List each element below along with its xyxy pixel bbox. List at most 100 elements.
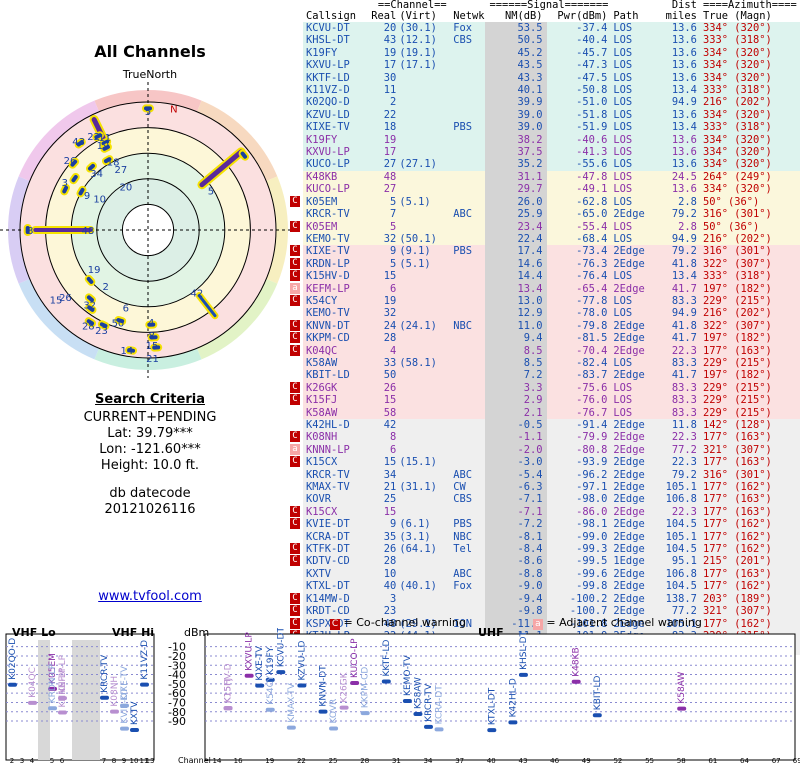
power-cell-value: -99.3 xyxy=(576,543,608,556)
signal-bar-label: K04QC xyxy=(28,667,38,698)
real-channel-cell: 34 xyxy=(371,469,397,481)
path-cell-value: 2Edge xyxy=(613,369,645,382)
noise-margin-cell: 12.9 xyxy=(484,307,547,320)
power-cell: -50.8 xyxy=(547,84,614,96)
station-marker xyxy=(84,274,96,286)
signal-bar-label: KZVU-LD xyxy=(297,640,307,680)
channel-tick-label: 9 xyxy=(122,757,126,765)
power-cell-value: -91.4 xyxy=(576,419,608,431)
azimuth-magnetic: (215°) xyxy=(734,394,772,407)
real-channel-cell: 42 xyxy=(371,419,397,431)
distance-cell-value: 41.7 xyxy=(671,332,697,345)
azimuth-magnetic: (318°) xyxy=(734,270,772,283)
azimuth-magnetic: (163°) xyxy=(734,344,772,357)
noise-margin-cell: 14.4 xyxy=(484,270,547,283)
path-cell-value: 2Edge xyxy=(613,344,645,357)
station-marker xyxy=(68,157,80,169)
azimuth-cell: 177° (163°) xyxy=(703,493,800,505)
network-cell xyxy=(453,59,484,71)
virtual-channel-cell-value: (9.1) xyxy=(399,245,431,258)
real-channel-cell-value: 15 xyxy=(383,394,397,407)
real-channel-cell-value: 18 xyxy=(383,121,397,134)
virtual-channel-cell xyxy=(396,593,453,605)
power-cell-value: -76.4 xyxy=(576,270,608,283)
real-channel-cell-value: 32 xyxy=(383,307,397,320)
noise-margin-cell-value: 39.0 xyxy=(517,121,543,134)
real-channel-cell-value: 42 xyxy=(383,419,397,431)
polar-channel-label: 6 xyxy=(123,304,129,315)
azimuth-true: 322° xyxy=(702,319,728,332)
polar-channel-label: 8 xyxy=(27,226,33,237)
distance-cell: 77.2 xyxy=(656,444,703,456)
table-row: KIXE-TV C 9 (9.1) PBS 17.4 -73.4 2Edge 79.2 316° … xyxy=(290,245,800,258)
azimuth-magnetic: (162°) xyxy=(734,580,772,593)
db-datecode-label: db datecode xyxy=(109,486,191,501)
power-cell: -45.7 xyxy=(547,47,614,59)
distance-cell-value: 41.7 xyxy=(671,282,697,295)
channel-tick-label: 67 xyxy=(772,757,781,765)
station-marker xyxy=(92,131,104,142)
path-cell: 2Edge xyxy=(613,369,656,381)
network-cell-value: Tel xyxy=(453,543,473,556)
path-cell-value: 2Edge xyxy=(613,431,645,444)
header-virt: (Virt) xyxy=(399,10,437,22)
callsign-cell-value: KRDN-LP xyxy=(306,257,350,270)
azimuth-cell: 177° (162°) xyxy=(703,481,800,493)
distance-cell: 24.5 xyxy=(656,171,703,183)
power-cell-value: -86.0 xyxy=(576,505,608,518)
network-cell xyxy=(453,258,484,270)
channel-tick-label: 3 xyxy=(20,757,24,765)
noise-margin-cell: 39.9 xyxy=(484,96,547,109)
table-row: K26GK C 26 3.3 -75.6 LOS 83.3 229° (215°) xyxy=(290,381,800,395)
real-channel-cell: 20 xyxy=(371,22,397,34)
power-cell: -47.3 xyxy=(547,59,614,71)
table-row: KNNN-LP a 6 -2.0 -80.8 2Edge 77.2 321° (307°) xyxy=(290,443,800,457)
network-cell-value: PBS xyxy=(453,518,473,531)
callsign-cell: K15CX C xyxy=(290,456,371,468)
real-channel-cell-value: 48 xyxy=(383,170,397,183)
azimuth-true: 333° xyxy=(702,121,728,134)
azimuth-true: 177° xyxy=(702,344,728,357)
power-cell-value: -45.7 xyxy=(576,46,608,59)
noise-margin-cell: 40.1 xyxy=(484,84,547,97)
azimuth-magnetic: (182°) xyxy=(734,282,772,295)
real-channel-cell: 15 xyxy=(371,394,397,407)
channel-tick-label: 4 xyxy=(30,757,35,765)
path-cell: LOS xyxy=(613,407,656,419)
distance-cell-value: 13.4 xyxy=(671,84,697,97)
real-channel-cell: 15 xyxy=(371,270,397,282)
path-cell: 2Edge xyxy=(613,419,656,431)
table-row: KEMO-TV 32 12.9 -78.0 LOS 94.9 216° (202°) xyxy=(303,307,800,320)
distance-cell-value: 83.3 xyxy=(671,394,697,407)
azimuth-true: 177° xyxy=(702,580,728,593)
azimuth-magnetic: (36°) xyxy=(727,195,760,208)
network-cell: NBC xyxy=(453,320,484,332)
noise-margin-cell-value: 7.2 xyxy=(523,369,543,382)
table-row: KDTV-CD C 28 -8.6 -99.5 1Edge 95.1 215° (201°) xyxy=(290,555,800,568)
noise-margin-cell-value: 35.2 xyxy=(517,158,543,171)
callsign-cell-value: KTFK-DT xyxy=(306,543,350,556)
callsign-cell-value: KEMO-TV xyxy=(306,307,350,320)
polar-channel-label: 20 xyxy=(120,183,133,194)
path-cell-value: 2Edge xyxy=(613,518,645,531)
azimuth-true: 334° xyxy=(702,146,728,159)
power-cell: -98.0 xyxy=(547,493,614,505)
power-cell-value: -37.4 xyxy=(576,22,608,34)
noise-margin-cell-value: 39.0 xyxy=(517,108,543,121)
path-cell-value: LOS xyxy=(613,96,633,109)
callsign-cell-value: K15FJ xyxy=(306,394,338,407)
real-channel-cell: 15 xyxy=(371,456,397,468)
noise-margin-cell: -7.1 xyxy=(484,505,547,519)
power-cell-value: -75.6 xyxy=(576,381,608,394)
distance-cell: 105.1 xyxy=(656,481,703,493)
noise-margin-cell-value: 50.5 xyxy=(517,34,543,47)
tvfool-link[interactable]: www.tvfool.com xyxy=(98,589,202,604)
channel-tick-label: 64 xyxy=(740,757,749,765)
distance-cell: 83.3 xyxy=(656,295,703,307)
callsign-cell-value: K54CY xyxy=(306,294,338,307)
network-cell-value: Fox xyxy=(453,580,473,593)
path-cell: LOS xyxy=(613,59,656,71)
channel-tick-label: 37 xyxy=(455,757,464,765)
signal-direction-bar xyxy=(199,149,244,188)
azimuth-true: 316° xyxy=(702,208,728,221)
